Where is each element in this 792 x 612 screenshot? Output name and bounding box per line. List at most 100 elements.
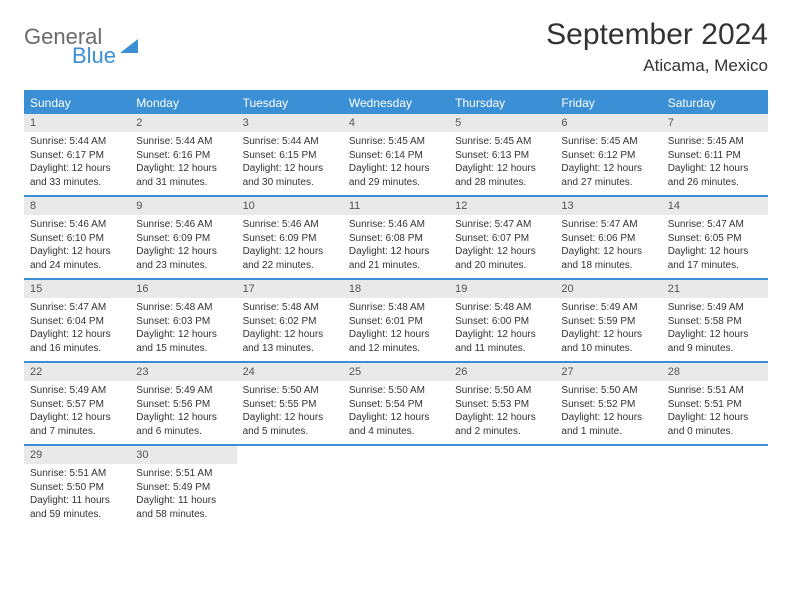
calendar-cell [662,446,768,527]
calendar-cell: 24Sunrise: 5:50 AMSunset: 5:55 PMDayligh… [237,363,343,444]
dayhead-fri: Friday [555,92,661,114]
dayhead-thu: Thursday [449,92,555,114]
day-details: Sunrise: 5:51 AMSunset: 5:51 PMDaylight:… [662,381,768,444]
day-details: Sunrise: 5:45 AMSunset: 6:14 PMDaylight:… [343,132,449,195]
calendar-cell [449,446,555,527]
day-number: 30 [130,446,236,464]
calendar-cell: 15Sunrise: 5:47 AMSunset: 6:04 PMDayligh… [24,280,130,361]
calendar-cell: 13Sunrise: 5:47 AMSunset: 6:06 PMDayligh… [555,197,661,278]
calendar-cell: 8Sunrise: 5:46 AMSunset: 6:10 PMDaylight… [24,197,130,278]
logo-triangle-icon [120,39,138,53]
detail-line: and 18 minutes. [561,259,655,273]
detail-line: and 24 minutes. [30,259,124,273]
day-details: Sunrise: 5:47 AMSunset: 6:05 PMDaylight:… [662,215,768,278]
day-details: Sunrise: 5:49 AMSunset: 5:58 PMDaylight:… [662,298,768,361]
detail-line: Daylight: 12 hours [30,411,124,425]
detail-line: Daylight: 12 hours [30,162,124,176]
detail-line: Sunset: 5:52 PM [561,398,655,412]
day-details: Sunrise: 5:48 AMSunset: 6:00 PMDaylight:… [449,298,555,361]
detail-line: Sunrise: 5:51 AM [30,467,124,481]
day-number: 27 [555,363,661,381]
detail-line: Sunrise: 5:47 AM [561,218,655,232]
detail-line: Sunrise: 5:49 AM [668,301,762,315]
calendar-cell: 1Sunrise: 5:44 AMSunset: 6:17 PMDaylight… [24,114,130,195]
calendar-cell: 23Sunrise: 5:49 AMSunset: 5:56 PMDayligh… [130,363,236,444]
detail-line: Daylight: 12 hours [243,245,337,259]
day-number: 26 [449,363,555,381]
calendar-cell [343,446,449,527]
detail-line: Sunset: 5:57 PM [30,398,124,412]
day-number: 12 [449,197,555,215]
detail-line: and 6 minutes. [136,425,230,439]
day-details: Sunrise: 5:51 AMSunset: 5:49 PMDaylight:… [130,464,236,527]
day-number: 7 [662,114,768,132]
day-details: Sunrise: 5:46 AMSunset: 6:10 PMDaylight:… [24,215,130,278]
day-number: 11 [343,197,449,215]
detail-line: Daylight: 12 hours [561,162,655,176]
day-number: 8 [24,197,130,215]
day-details: Sunrise: 5:51 AMSunset: 5:50 PMDaylight:… [24,464,130,527]
week-row: 29Sunrise: 5:51 AMSunset: 5:50 PMDayligh… [24,446,768,527]
calendar-cell: 20Sunrise: 5:49 AMSunset: 5:59 PMDayligh… [555,280,661,361]
day-details: Sunrise: 5:48 AMSunset: 6:02 PMDaylight:… [237,298,343,361]
calendar-cell: 17Sunrise: 5:48 AMSunset: 6:02 PMDayligh… [237,280,343,361]
detail-line: Sunrise: 5:44 AM [243,135,337,149]
detail-line: Sunset: 5:53 PM [455,398,549,412]
dayhead-wed: Wednesday [343,92,449,114]
detail-line: Daylight: 12 hours [455,328,549,342]
calendar-cell: 19Sunrise: 5:48 AMSunset: 6:00 PMDayligh… [449,280,555,361]
detail-line: and 0 minutes. [668,425,762,439]
title-block: September 2024 Aticama, Mexico [546,18,768,76]
calendar-cell: 6Sunrise: 5:45 AMSunset: 6:12 PMDaylight… [555,114,661,195]
detail-line: Daylight: 12 hours [136,411,230,425]
detail-line: and 1 minute. [561,425,655,439]
detail-line: Sunset: 6:09 PM [136,232,230,246]
detail-line: Sunset: 6:13 PM [455,149,549,163]
day-number: 14 [662,197,768,215]
detail-line: Sunset: 6:08 PM [349,232,443,246]
calendar-cell: 12Sunrise: 5:47 AMSunset: 6:07 PMDayligh… [449,197,555,278]
day-details: Sunrise: 5:50 AMSunset: 5:53 PMDaylight:… [449,381,555,444]
day-details: Sunrise: 5:45 AMSunset: 6:11 PMDaylight:… [662,132,768,195]
calendar-cell: 30Sunrise: 5:51 AMSunset: 5:49 PMDayligh… [130,446,236,527]
detail-line: and 21 minutes. [349,259,443,273]
detail-line: Sunrise: 5:45 AM [349,135,443,149]
day-header-row: Sunday Monday Tuesday Wednesday Thursday… [24,92,768,114]
detail-line: Sunset: 6:06 PM [561,232,655,246]
day-number: 5 [449,114,555,132]
detail-line: Daylight: 12 hours [561,411,655,425]
calendar-cell: 26Sunrise: 5:50 AMSunset: 5:53 PMDayligh… [449,363,555,444]
detail-line: and 29 minutes. [349,176,443,190]
day-details: Sunrise: 5:44 AMSunset: 6:15 PMDaylight:… [237,132,343,195]
detail-line: Sunrise: 5:47 AM [455,218,549,232]
detail-line: Sunrise: 5:47 AM [668,218,762,232]
detail-line: Daylight: 12 hours [349,245,443,259]
detail-line: Sunrise: 5:50 AM [349,384,443,398]
detail-line: Daylight: 12 hours [30,328,124,342]
day-details: Sunrise: 5:48 AMSunset: 6:01 PMDaylight:… [343,298,449,361]
detail-line: Sunset: 6:02 PM [243,315,337,329]
month-title: September 2024 [546,18,768,52]
day-details: Sunrise: 5:48 AMSunset: 6:03 PMDaylight:… [130,298,236,361]
detail-line: Sunset: 6:17 PM [30,149,124,163]
day-details: Sunrise: 5:45 AMSunset: 6:13 PMDaylight:… [449,132,555,195]
detail-line: Sunrise: 5:46 AM [30,218,124,232]
detail-line: Daylight: 12 hours [349,162,443,176]
detail-line: Sunrise: 5:47 AM [30,301,124,315]
day-number: 1 [24,114,130,132]
day-details: Sunrise: 5:47 AMSunset: 6:06 PMDaylight:… [555,215,661,278]
detail-line: and 17 minutes. [668,259,762,273]
detail-line: Sunset: 5:59 PM [561,315,655,329]
dayhead-sat: Saturday [662,92,768,114]
calendar-cell [237,446,343,527]
detail-line: Daylight: 12 hours [668,411,762,425]
detail-line: Sunrise: 5:48 AM [349,301,443,315]
detail-line: Daylight: 12 hours [455,411,549,425]
detail-line: Daylight: 11 hours [30,494,124,508]
day-details: Sunrise: 5:44 AMSunset: 6:16 PMDaylight:… [130,132,236,195]
detail-line: and 26 minutes. [668,176,762,190]
detail-line: Sunset: 5:55 PM [243,398,337,412]
detail-line: Sunset: 6:10 PM [30,232,124,246]
detail-line: Daylight: 12 hours [455,162,549,176]
detail-line: Sunrise: 5:49 AM [561,301,655,315]
